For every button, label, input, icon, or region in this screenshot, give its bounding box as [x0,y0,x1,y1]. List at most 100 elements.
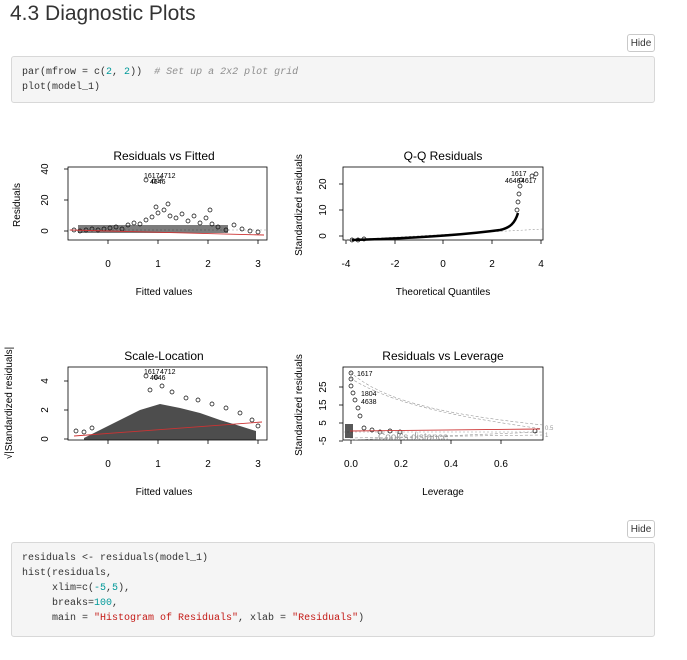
code-string: "Histogram of Residuals" [94,613,239,624]
code-text: , [112,67,125,78]
point-label: 4638 [361,399,377,406]
code-number: 2 [124,67,131,78]
y-tick-label: 10 [318,204,329,216]
x-tick-label: 3 [255,259,261,270]
code-number: 5 [112,583,119,594]
plot-title: Residuals vs Fitted [113,149,214,163]
plot-frame [342,366,544,441]
y-tick-label: 0 [318,233,329,239]
y-tick-label: 20 [40,194,51,206]
code-text: residuals <- residuals(model_1) [22,553,209,564]
code-block-plot: par(mfrow = c(2, 2)) # Set up a 2x2 plot… [11,56,655,103]
y-tick-label: 25 [318,381,329,393]
point-label: 4712 [160,369,176,376]
y-axis-label: Standardized residuals [294,354,305,456]
code-text: )) [130,67,155,78]
point-cluster [84,404,256,440]
x-tick-label: 2 [205,259,211,270]
plot-title: Q-Q Residuals [404,149,483,163]
code-comment: # Set up a 2x2 plot grid [154,67,299,78]
qq-points [351,212,520,242]
x-tick-label: 0 [105,259,111,270]
x-tick-label: 0 [440,259,446,270]
x-tick-label: 0 [105,459,111,470]
point-label: 4646 [150,375,166,382]
code-text: ) [358,613,365,624]
x-tick-label: 1 [155,459,161,470]
code-text: , [112,598,119,609]
scatter-points [73,373,261,435]
x-tick-label: 0.0 [344,459,358,470]
code-text: ), [118,583,131,594]
plot-scale-location: Scale-Location 1617 4712 4646 0 1 2 3 0 … [3,347,268,498]
y-axis-label: Residuals [12,183,23,227]
point-label: 4646 [150,179,166,186]
x-tick-label: -2 [391,259,400,270]
y-tick-label: 5 [318,420,329,426]
hide-button-1[interactable]: Hide [627,34,655,52]
x-axis-label: Theoretical Quantiles [396,287,491,298]
x-tick-label: 1 [155,259,161,270]
code-text: , [106,583,113,594]
y-tick-label: 2 [40,407,51,413]
code-number: 100 [94,598,113,609]
code-block-histogram: residuals <- residuals(model_1) hist(res… [11,542,655,637]
y-tick-label: 40 [40,163,51,175]
code-text: breaks= [22,598,95,609]
x-tick-label: 0.6 [494,459,508,470]
code-text: , xlab = [238,613,293,624]
point-cluster [345,424,353,438]
contour-label: 1 [545,433,549,439]
x-tick-label: 3 [255,459,261,470]
y-axis-label: √|Standardized residuals| [3,347,15,459]
plot-qq-residuals: Q-Q Residuals 1617 4646 4617 -4 -2 0 2 4… [294,149,544,298]
code-number: -5 [94,583,107,594]
cooks-distance-contours [349,371,544,441]
plot-title: Residuals vs Leverage [382,349,504,363]
x-tick-label: 4 [538,259,544,270]
x-tick-label: 0.2 [394,459,408,470]
x-tick-label: -4 [342,259,351,270]
x-tick-label: 2 [489,259,495,270]
code-text: xlim=c( [22,583,95,594]
section-title: 4.3 Diagnostic Plots [10,2,196,25]
smoother-line [349,428,541,432]
code-number: 2 [106,67,113,78]
code-text: main = [22,613,95,624]
diagnostic-plots-image: Residuals vs Fitted 1617 4712 4646 0 [3,149,554,498]
plot-residuals-vs-fitted: Residuals vs Fitted 1617 4712 4646 0 [12,149,268,298]
plot-title: Scale-Location [124,349,203,363]
scatter-points [348,370,538,435]
point-label: 1617 [357,371,373,378]
smoother-line [69,229,265,236]
qq-tail-points [349,171,539,243]
x-axis-label: Leverage [422,487,464,498]
code-text: par(mfrow = c( [22,67,107,78]
y-tick-label: 4 [40,378,51,384]
point-cluster [78,225,228,233]
code-text: plot(model_1) [22,82,101,93]
point-label: 4646 [505,178,521,185]
point-label: 4617 [521,178,537,185]
smoother-line [73,421,263,437]
point-label: 1804 [361,391,377,398]
code-text: hist(residuals, [22,568,113,579]
plot-frame [67,166,268,241]
point-label: 1617 [144,369,160,376]
x-tick-label: 2 [205,459,211,470]
hide-button-2[interactable]: Hide [627,520,655,538]
x-axis-label: Fitted values [136,287,193,298]
x-axis-label: Fitted values [136,487,193,498]
x-tick-label: 0.4 [444,459,458,470]
point-label: 4712 [160,173,176,180]
cooks-distance-label: Cook's distance [378,432,449,443]
contour-label: 0.5 [545,426,554,432]
point-label: 1617 [144,173,160,180]
code-string: "Residuals" [292,613,359,624]
y-tick-label: -5 [318,436,329,445]
y-tick-label: 15 [318,399,329,411]
y-tick-label: 0 [40,228,51,234]
point-label: 1617 [511,171,527,178]
y-tick-label: 20 [318,178,329,190]
plot-residuals-vs-leverage: Residuals vs Leverage 1617 1804 4638 Coo… [294,349,554,498]
